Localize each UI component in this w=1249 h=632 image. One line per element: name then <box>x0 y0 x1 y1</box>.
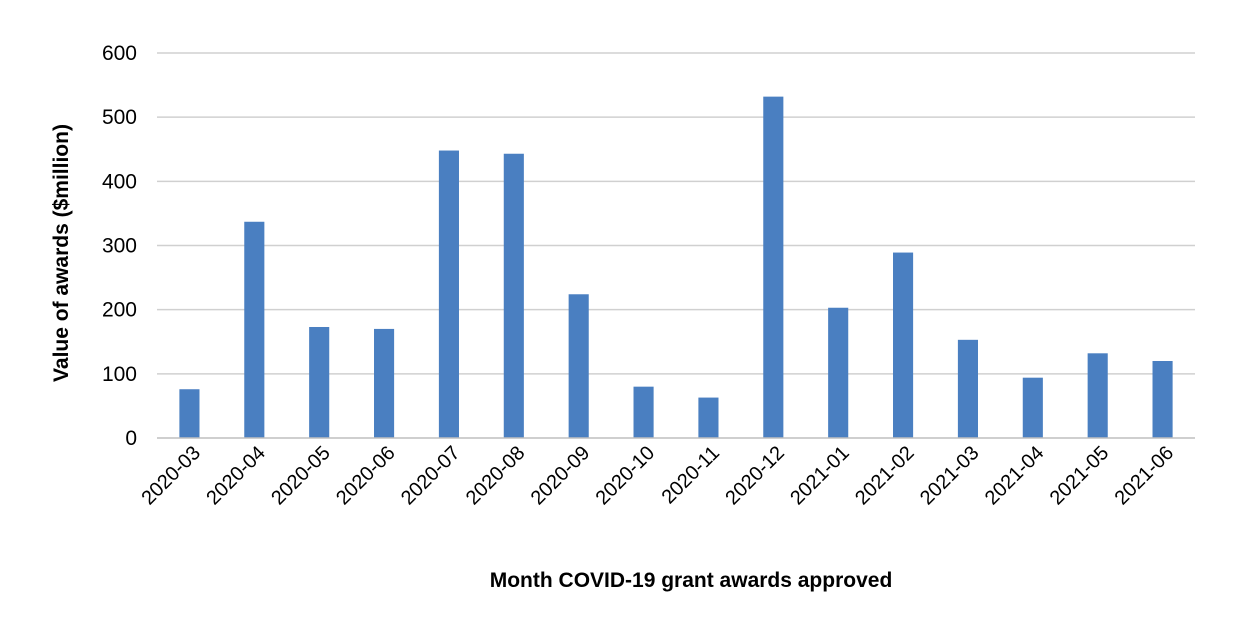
y-axis-title: Value of awards ($million) <box>50 124 73 382</box>
bar-2020-09 <box>568 294 589 438</box>
bars <box>179 96 1173 439</box>
x-tick-label: 2020-07 <box>397 442 464 509</box>
x-tick-label: 2021-01 <box>786 442 853 509</box>
x-tick-label: 2020-10 <box>592 442 659 509</box>
bar-2021-01 <box>828 307 849 438</box>
bar-2021-04 <box>1022 377 1043 438</box>
bar-2020-12 <box>763 96 784 438</box>
x-tick-labels: 2020-032020-042020-052020-062020-072020-… <box>138 442 1179 509</box>
bar-2020-10 <box>633 386 654 438</box>
x-tick-label: 2020-06 <box>332 442 399 509</box>
y-tick-label: 600 <box>102 42 137 65</box>
x-tick-label: 2021-03 <box>916 442 983 509</box>
bar-2021-05 <box>1087 353 1108 438</box>
bar-2020-07 <box>438 150 459 439</box>
x-tick-label: 2020-04 <box>202 442 269 509</box>
x-axis-title: Month COVID-19 grant awards approved <box>490 569 893 592</box>
bar-2020-06 <box>374 328 395 438</box>
bar-2021-02 <box>893 252 914 438</box>
x-tick-label: 2020-09 <box>527 442 594 509</box>
x-tick-label: 2020-12 <box>721 442 788 509</box>
bar-2020-05 <box>309 326 330 438</box>
bar-2020-08 <box>503 153 524 438</box>
bar-2020-03 <box>179 389 200 438</box>
bar-2020-04 <box>244 221 265 438</box>
y-tick-label: 0 <box>125 427 137 450</box>
bar-2021-06 <box>1152 361 1173 438</box>
x-tick-label: 2021-06 <box>1111 442 1178 509</box>
y-tick-label: 300 <box>102 235 137 258</box>
x-tick-label: 2020-05 <box>267 442 334 509</box>
y-tick-label: 400 <box>102 170 137 193</box>
bar-2021-03 <box>957 339 978 438</box>
bar-2020-11 <box>698 397 719 438</box>
y-tick-labels: 0 100 200 300 400 500 600 <box>102 42 137 450</box>
x-tick-label: 2020-11 <box>658 442 724 508</box>
x-tick-label: 2021-04 <box>981 442 1048 509</box>
gridlines <box>157 52 1195 375</box>
x-tick-label: 2021-02 <box>851 442 918 509</box>
x-tick-label: 2021-05 <box>1046 442 1113 509</box>
y-tick-label: 100 <box>102 363 137 386</box>
y-tick-label: 200 <box>102 299 137 322</box>
y-tick-label: 500 <box>102 106 137 129</box>
x-tick-label: 2020-08 <box>462 442 529 509</box>
x-tick-label: 2020-03 <box>138 442 205 509</box>
